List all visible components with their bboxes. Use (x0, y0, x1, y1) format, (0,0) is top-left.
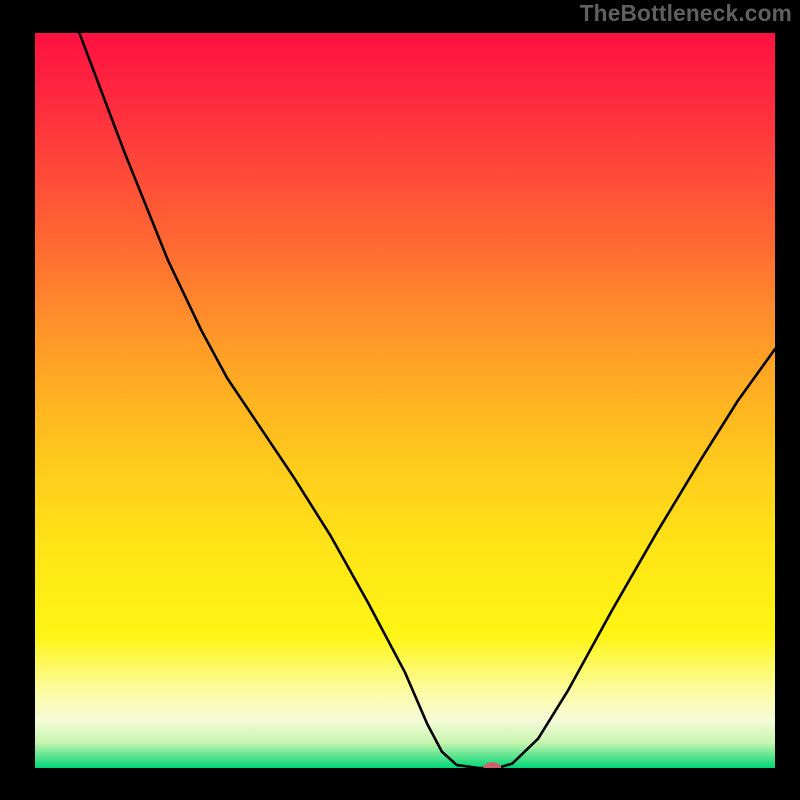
chart-background-gradient (35, 33, 775, 768)
bottleneck-chart-plot (35, 33, 775, 768)
watermark-text: TheBottleneck.com (580, 0, 792, 27)
